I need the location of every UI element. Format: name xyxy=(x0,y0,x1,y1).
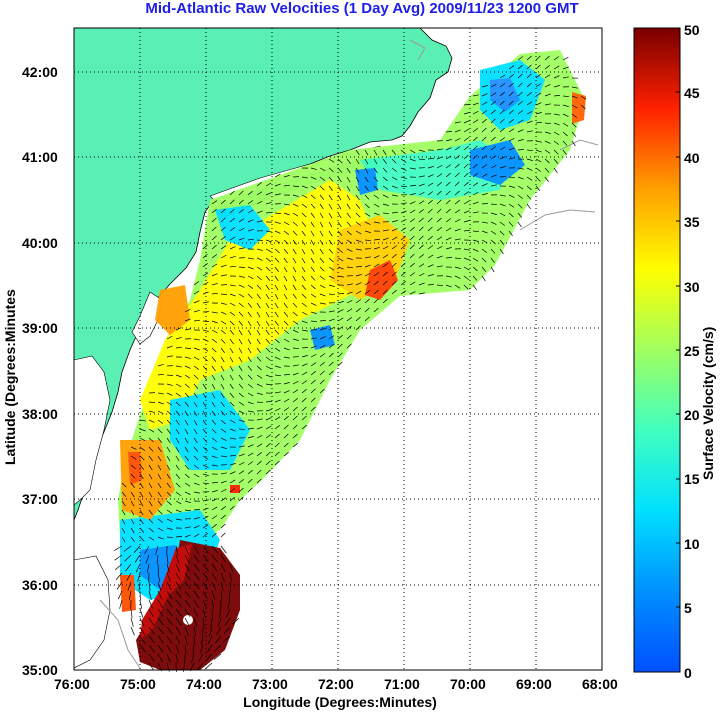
colorbar-tick-label: 30 xyxy=(684,279,700,295)
colorbar-tick-label: 50 xyxy=(684,22,700,38)
colorbar-tick-label: 15 xyxy=(684,471,700,487)
y-tick-label: 41:00 xyxy=(22,149,58,165)
page-title: Mid-Atlantic Raw Velocities (1 Day Avg) … xyxy=(145,0,579,17)
x-tick-label: 68:00 xyxy=(582,676,618,692)
y-tick-label: 36:00 xyxy=(22,577,58,593)
x-tick-label: 73:00 xyxy=(252,676,288,692)
y-axis-label: Latitude (Degrees:Minutes xyxy=(2,289,18,465)
y-tick-label: 39:00 xyxy=(22,320,58,336)
colorbar-tick-label: 25 xyxy=(684,343,700,359)
colorbar-tick-label: 45 xyxy=(684,85,700,101)
x-axis-label: Longitude (Degrees:Minutes) xyxy=(243,694,437,710)
colorbar-ticks xyxy=(676,91,680,608)
colorbar-tick-label: 10 xyxy=(684,536,700,552)
x-tick-label: 72:00 xyxy=(318,676,354,692)
bathymetry-contours xyxy=(99,39,599,669)
x-tick-label: 70:00 xyxy=(450,676,486,692)
x-tick-label: 75:00 xyxy=(120,676,156,692)
chesapeake-bay xyxy=(74,355,111,506)
y-tick-label: 35:00 xyxy=(22,662,58,678)
x-tick-label: 71:00 xyxy=(384,676,420,692)
colorbar-tick-label: 5 xyxy=(684,600,692,616)
colorbar-label: Surface Velocity (cm/s) xyxy=(700,326,716,480)
colorbar-tick-label: 40 xyxy=(684,150,700,166)
x-tick-label: 74:00 xyxy=(186,676,222,692)
y-tick-label: 37:00 xyxy=(22,491,58,507)
plot-border xyxy=(73,27,603,671)
y-tick-label: 38:00 xyxy=(22,406,58,422)
x-tick-label: 69:00 xyxy=(516,676,552,692)
y-tick-label: 42:00 xyxy=(22,64,58,80)
y-tick-label: 40:00 xyxy=(22,235,58,251)
colorbar xyxy=(633,27,681,673)
x-tick-label: 76:00 xyxy=(54,676,90,692)
pamlico-sound xyxy=(74,555,111,669)
colorbar-tick-label: 35 xyxy=(684,214,700,230)
colorbar-tick-label: 0 xyxy=(684,665,692,681)
colorbar-tick-label: 20 xyxy=(684,407,700,423)
